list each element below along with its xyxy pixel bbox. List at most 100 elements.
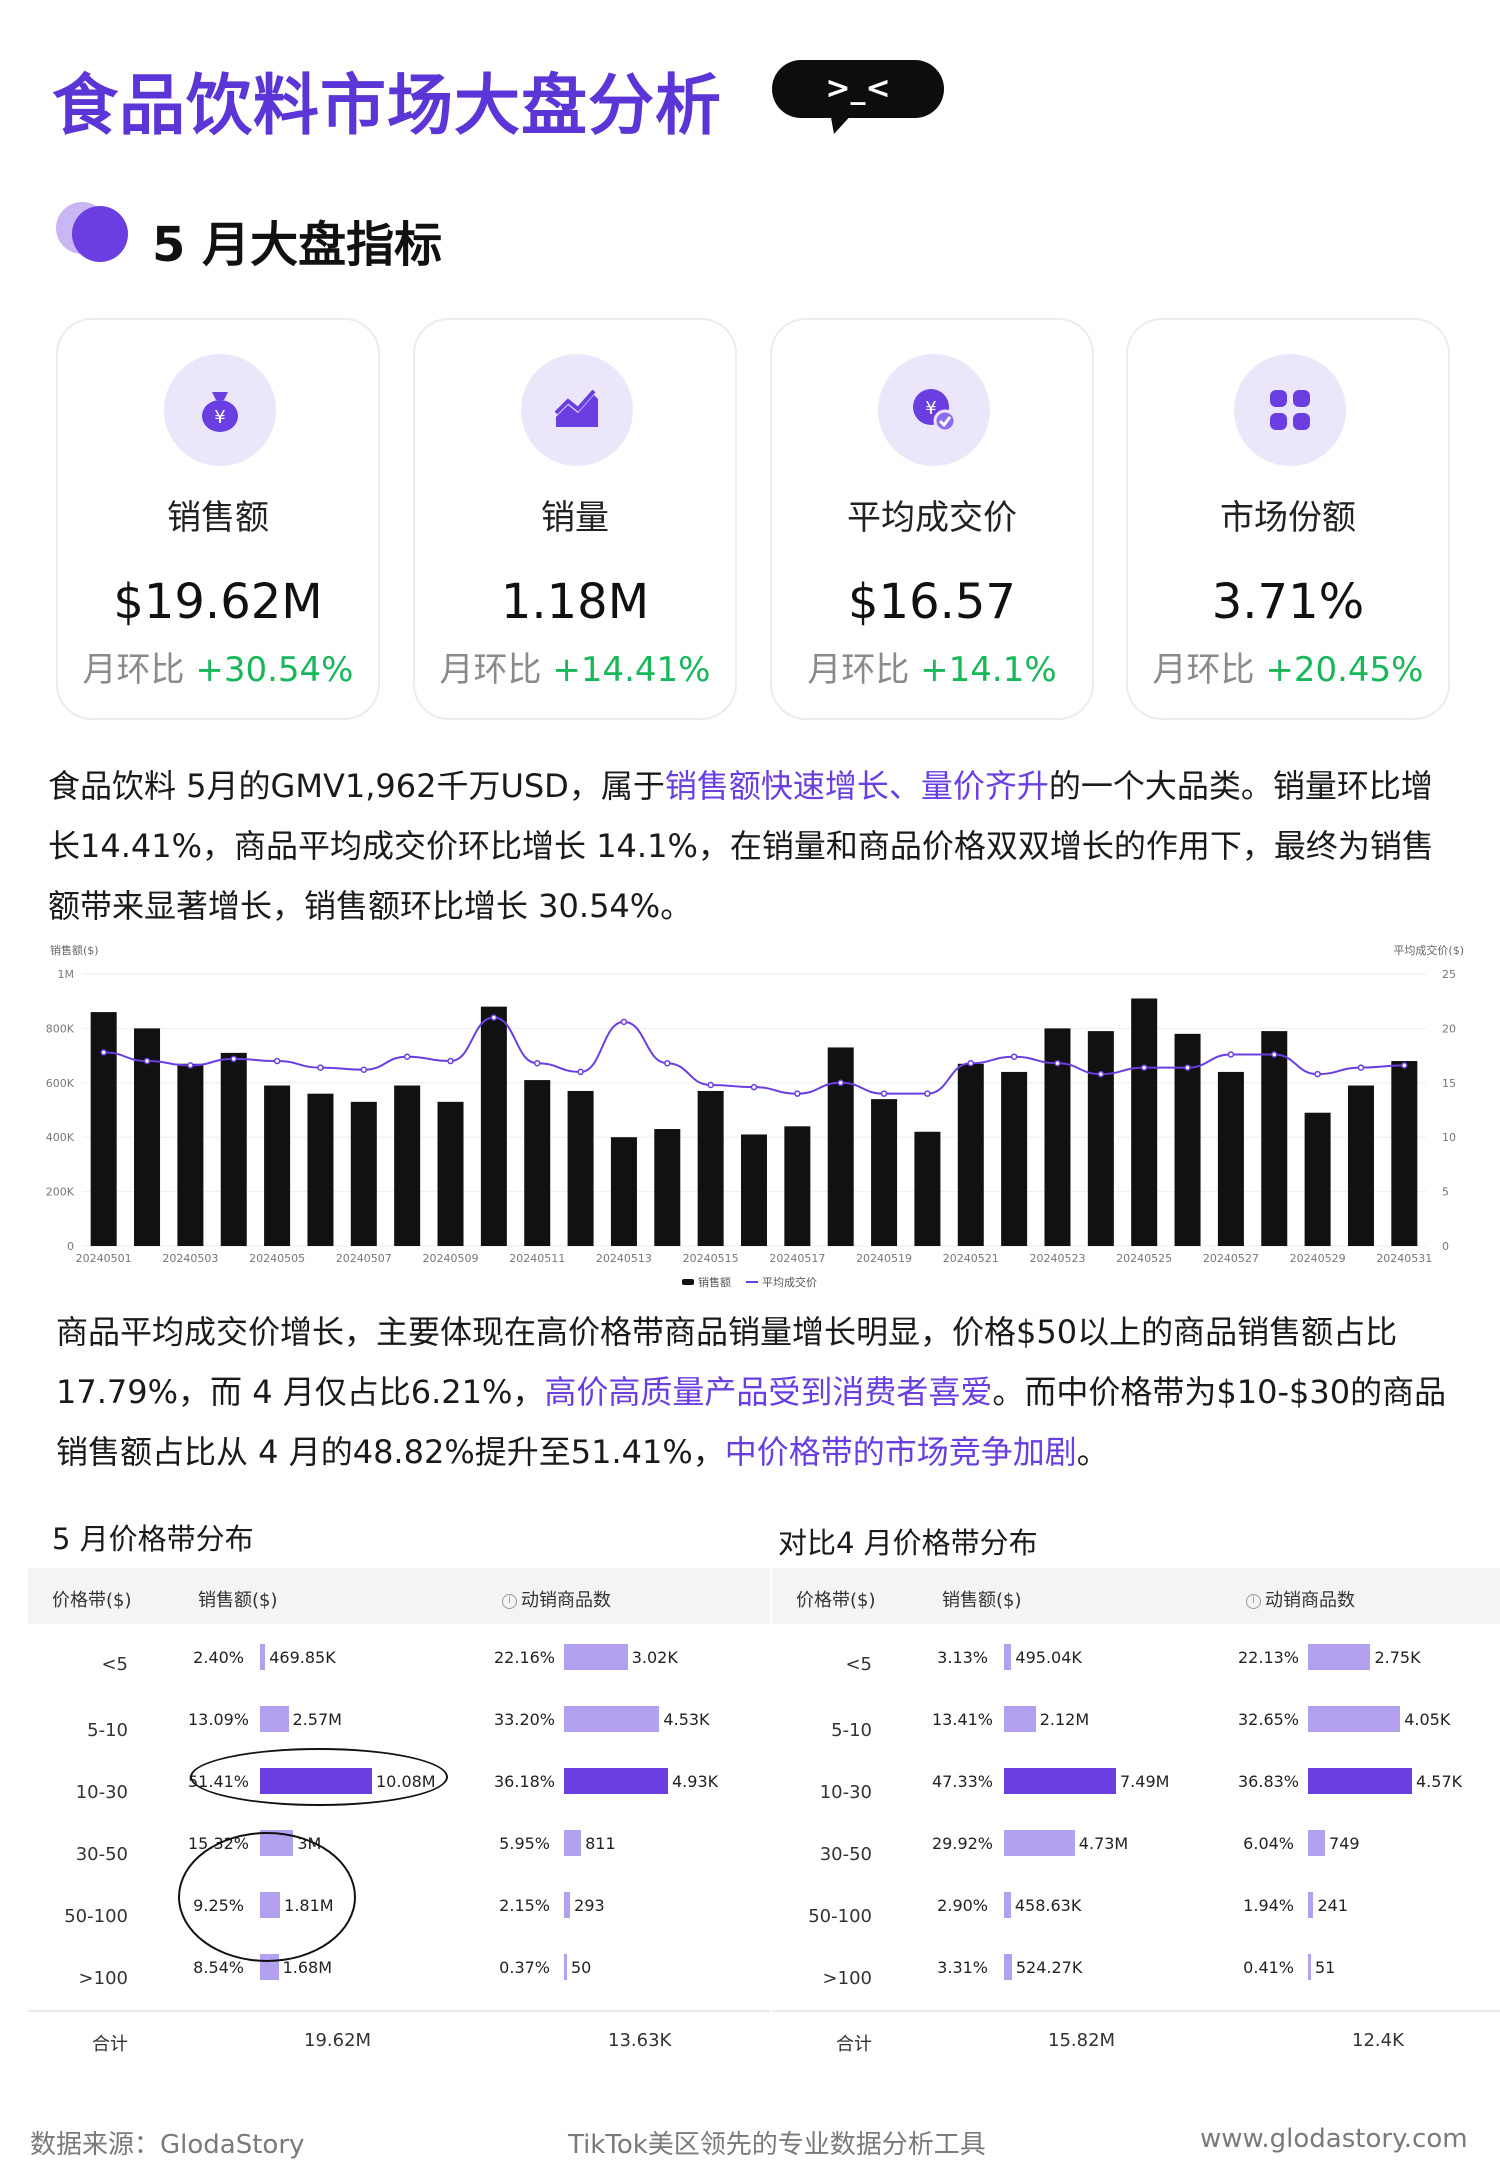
price-range: 50-100	[64, 1906, 128, 1927]
total-sales: 19.62M	[304, 2030, 372, 2051]
y-tick-label: 200K	[46, 1186, 75, 1199]
count-pct: 36.83%	[1238, 1772, 1300, 1791]
info-icon[interactable]: i	[1246, 1593, 1261, 1609]
y2-tick-label: 25	[1442, 968, 1456, 981]
y2-tick-label: 10	[1442, 1131, 1456, 1144]
avg-price-point	[143, 1057, 151, 1065]
price-range: 10-30	[819, 1782, 872, 1803]
total-label: 合计	[92, 2034, 128, 2055]
chart-bar	[654, 1129, 681, 1246]
sales-bar	[1004, 1706, 1036, 1732]
price-range: >100	[78, 1968, 128, 1989]
chart-bar	[1347, 1085, 1374, 1246]
chart-bar	[220, 1052, 247, 1246]
avg-price-point	[317, 1064, 324, 1071]
col-header-sales: 销售额($)	[198, 1590, 278, 1611]
count-value: 51	[1315, 1958, 1336, 1977]
chart-bar	[740, 1134, 768, 1246]
table-row: 5-10 13.09% 2.57M 33.20% 4.53K	[28, 1698, 770, 1760]
count-value: 4.57K	[1416, 1772, 1463, 1791]
price-range: 5-10	[831, 1720, 872, 1741]
x-tick-label: 20240501	[76, 1252, 132, 1265]
avg-price-point	[577, 1068, 584, 1076]
chart-y-label: 销售额($)	[50, 943, 99, 957]
count-value: 4.05K	[1404, 1710, 1451, 1729]
y-tick-label: 0	[67, 1240, 74, 1253]
avg-price-point	[1097, 1070, 1105, 1078]
sales-value: 2.57M	[292, 1710, 342, 1729]
sales-pct: 47.33%	[932, 1772, 994, 1791]
chart-bar	[394, 1085, 421, 1246]
table-row: >100 8.54% 1.68M 0.37% 50	[28, 1946, 770, 2008]
chart-bar	[134, 1028, 161, 1246]
col-header-count: i 动销商品数	[502, 1586, 611, 1612]
chart-bar	[784, 1126, 811, 1246]
avg-price-point	[1314, 1070, 1321, 1078]
table-row: 30-50 29.92% 4.73M 6.04% 749	[772, 1822, 1500, 1884]
avg-price-point	[1140, 1064, 1148, 1071]
table-total-row: 合计 19.62M 13.63K	[28, 2010, 770, 2070]
kpi-card-avg-price: ¥ 平均成交价 $16.57 月环比 +14.1%	[770, 318, 1094, 720]
count-bar	[564, 1954, 567, 1980]
legend-label-avg-price: 平均成交价	[762, 1275, 817, 1289]
count-bar	[1308, 1830, 1326, 1856]
summary-paragraph: 食品饮料 5月的GMV1,962千万USD，属于销售额快速增长、量价齐升的一个大…	[48, 767, 1434, 925]
chart-bar	[177, 1063, 204, 1246]
x-tick-label: 20240523	[1029, 1252, 1085, 1265]
sales-value: 4.73M	[1078, 1834, 1129, 1853]
sales-bar	[1004, 1644, 1012, 1670]
avg-price-point	[1401, 1062, 1408, 1069]
chart-bar	[871, 1099, 898, 1246]
total-sales: 15.82M	[1048, 2030, 1116, 2051]
legend-swatch-sales	[682, 1279, 694, 1285]
price-range: 30-50	[819, 1844, 872, 1865]
count-value: 4.93K	[672, 1772, 719, 1791]
chart-bar	[437, 1101, 464, 1246]
x-tick-label: 20240517	[769, 1252, 825, 1265]
sales-bar	[260, 1706, 289, 1732]
chart-bar	[350, 1101, 377, 1246]
chart-bar	[1304, 1112, 1331, 1246]
kpi-change: 月环比 +14.1%	[807, 650, 1057, 690]
count-pct: 0.41%	[1243, 1958, 1294, 1977]
chart-bar	[480, 1006, 507, 1246]
avg-price-point	[403, 1053, 411, 1060]
x-tick-label: 20240525	[1116, 1252, 1172, 1265]
kpi-change: 月环比 +30.54%	[82, 650, 354, 690]
sales-pct: 13.41%	[932, 1710, 994, 1729]
legend-label-sales: 销售额	[698, 1275, 731, 1289]
sales-value: 495.04K	[1015, 1648, 1082, 1667]
count-value: 749	[1329, 1834, 1360, 1853]
info-icon[interactable]: i	[502, 1593, 517, 1609]
sales-value: 1.68M	[282, 1958, 333, 1977]
count-bar	[1308, 1954, 1311, 1980]
x-tick-label: 20240527	[1203, 1252, 1259, 1265]
avg-price-point	[1227, 1051, 1235, 1058]
count-bar	[564, 1830, 582, 1856]
section-title: 5 月大盘指标	[152, 217, 443, 273]
avg-price-point	[794, 1090, 801, 1097]
count-value: 50	[571, 1958, 592, 1977]
chart-bar	[1131, 998, 1158, 1246]
chart-bar	[524, 1080, 551, 1246]
price-range: 50-100	[808, 1906, 872, 1927]
kpi-label: 销售额	[167, 498, 269, 538]
total-label: 合计	[836, 2034, 872, 2055]
money-bag-icon: ¥	[164, 354, 276, 466]
sales-bar	[1004, 1768, 1116, 1794]
chart-bar	[307, 1093, 334, 1246]
count-pct: 0.37%	[499, 1958, 550, 1977]
table-row: 30-50 15.32% 3M 5.95% 811	[28, 1822, 770, 1884]
count-bar	[564, 1706, 660, 1732]
footer-url[interactable]: www.glodastory.com	[1200, 2124, 1468, 2154]
x-tick-label: 20240529	[1290, 1252, 1346, 1265]
count-value: 2.75K	[1374, 1648, 1421, 1667]
count-pct: 5.95%	[499, 1834, 550, 1853]
avg-price-point	[1271, 1051, 1278, 1058]
avg-price-point	[1357, 1064, 1365, 1071]
count-bar	[564, 1644, 628, 1670]
count-pct: 33.20%	[494, 1710, 556, 1729]
avg-price-line	[103, 1016, 1405, 1095]
avg-price-point	[880, 1090, 888, 1097]
count-pct: 22.13%	[1238, 1648, 1300, 1667]
